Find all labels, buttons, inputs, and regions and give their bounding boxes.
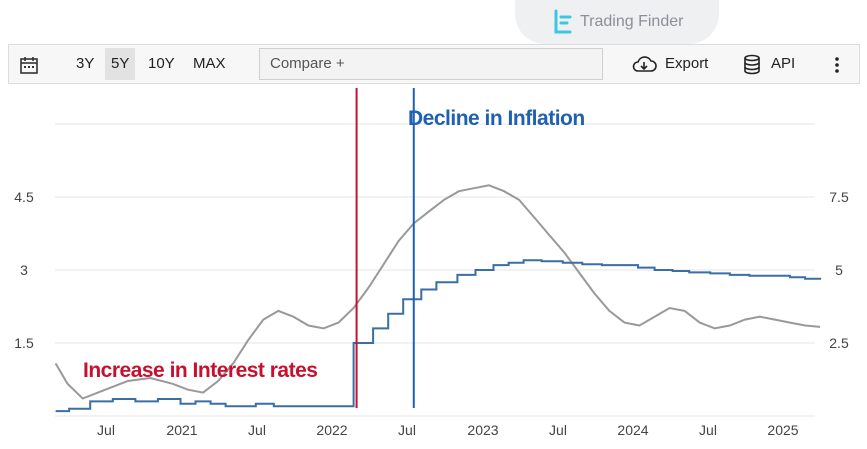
range-max-button[interactable]: MAX xyxy=(193,55,226,72)
y-left-tick-label: 4.5 xyxy=(14,189,34,205)
range-3y-button[interactable]: 3Y xyxy=(76,55,95,72)
range-5y-button[interactable]: 5Y xyxy=(105,48,136,80)
y-left-tick-label: 1.5 xyxy=(14,335,34,351)
database-icon[interactable] xyxy=(743,54,761,76)
x-tick-label: 2021 xyxy=(166,422,197,438)
brand-banner xyxy=(515,0,719,44)
x-tick-label: Jul xyxy=(549,422,567,438)
x-tick-label: 2023 xyxy=(467,422,498,438)
brand-name: Trading Finder xyxy=(580,13,684,30)
y-right-tick-label: 5 xyxy=(835,262,843,278)
y-right-tick-label: 7.5 xyxy=(829,189,849,205)
y-right-tick-label: 2.5 xyxy=(829,335,849,351)
more-options-icon[interactable] xyxy=(833,55,841,75)
x-tick-label: Jul xyxy=(97,422,115,438)
trading-finder-logo-icon xyxy=(554,9,572,34)
x-tick-label: Jul xyxy=(699,422,717,438)
interest-rate-series-line xyxy=(55,259,822,413)
inflation-annotation: Decline in Inflation xyxy=(408,107,585,130)
inflation-series-line xyxy=(54,184,821,400)
x-tick-label: Jul xyxy=(248,422,266,438)
chart-toolbar: 3Y 5Y 10Y MAX Compare + Export API xyxy=(8,44,860,84)
export-button[interactable]: Export xyxy=(665,55,709,72)
interest-rate-annotation: Increase in Interest rates xyxy=(83,359,317,382)
range-10y-button[interactable]: 10Y xyxy=(148,55,175,72)
api-button[interactable]: API xyxy=(771,55,796,72)
compare-input[interactable]: Compare + xyxy=(259,48,603,80)
calendar-icon[interactable] xyxy=(19,55,39,75)
cloud-download-icon[interactable] xyxy=(631,54,657,74)
x-tick-label: 2025 xyxy=(767,422,798,438)
x-tick-label: 2022 xyxy=(316,422,347,438)
x-tick-label: 2024 xyxy=(617,422,648,438)
x-tick-label: Jul xyxy=(398,422,416,438)
y-left-tick-label: 3 xyxy=(20,262,28,278)
